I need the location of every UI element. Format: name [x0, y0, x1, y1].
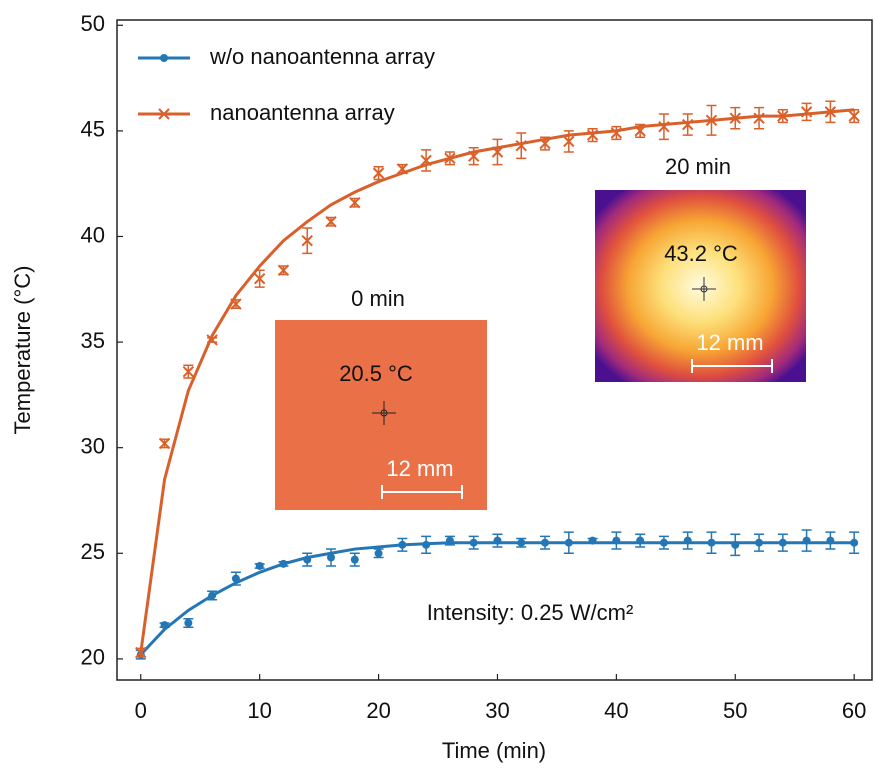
y-tick-label: 30: [81, 433, 105, 458]
x-tick-label: 60: [842, 698, 866, 723]
legend-label: w/o nanoantenna array: [209, 44, 435, 69]
marker: [279, 560, 287, 568]
marker: [684, 537, 692, 545]
inset-temperature: 43.2 °C: [664, 241, 738, 266]
x-tick-label: 30: [485, 698, 509, 723]
marker: [303, 556, 311, 564]
y-tick-label: 50: [81, 11, 105, 36]
marker: [850, 539, 858, 547]
marker: [351, 556, 359, 564]
marker: [541, 539, 549, 547]
marker: [327, 554, 335, 562]
marker: [493, 537, 501, 545]
marker: [184, 619, 192, 627]
y-tick-label: 20: [81, 645, 105, 670]
inset-title: 0 min: [351, 286, 405, 311]
x-tick-label: 10: [247, 698, 271, 723]
marker: [375, 549, 383, 557]
marker: [803, 537, 811, 545]
x-tick-label: 50: [723, 698, 747, 723]
chart: 0 min 20.5 °C 12 mm 20 min 43.2 °C 12 mm…: [0, 0, 875, 770]
y-tick-label: 35: [81, 328, 105, 353]
marker: [232, 575, 240, 583]
marker: [731, 541, 739, 549]
marker: [660, 539, 668, 547]
thermal-image: [275, 320, 487, 510]
legend-label: nanoantenna array: [210, 100, 395, 125]
annotation: Intensity: 0.25 W/cm²: [427, 600, 634, 625]
marker: [256, 562, 264, 570]
marker: [161, 621, 169, 629]
marker: [565, 539, 573, 547]
fit-line: [141, 543, 854, 655]
marker: [422, 541, 430, 549]
y-tick-label: 40: [81, 222, 105, 247]
marker: [517, 539, 525, 547]
marker: [470, 539, 478, 547]
inset-title: 20 min: [665, 154, 731, 179]
marker: [779, 539, 787, 547]
marker: [612, 537, 620, 545]
marker: [636, 537, 644, 545]
y-tick-label: 25: [81, 539, 105, 564]
marker: [589, 537, 597, 545]
inset-temperature: 20.5 °C: [339, 361, 413, 386]
marker: [707, 539, 715, 547]
marker: [398, 541, 406, 549]
y-tick-label: 45: [81, 117, 105, 142]
x-tick-label: 40: [604, 698, 628, 723]
x-tick-label: 20: [366, 698, 390, 723]
marker: [755, 539, 763, 547]
legend-marker: [160, 54, 168, 62]
marker: [826, 537, 834, 545]
scale-bar-label: 12 mm: [696, 330, 763, 355]
y-axis-label: Temperature (°C): [10, 266, 35, 435]
scale-bar-label: 12 mm: [386, 456, 453, 481]
x-tick-label: 0: [135, 698, 147, 723]
x-axis-label: Time (min): [442, 738, 546, 763]
marker: [208, 592, 216, 600]
marker: [446, 537, 454, 545]
